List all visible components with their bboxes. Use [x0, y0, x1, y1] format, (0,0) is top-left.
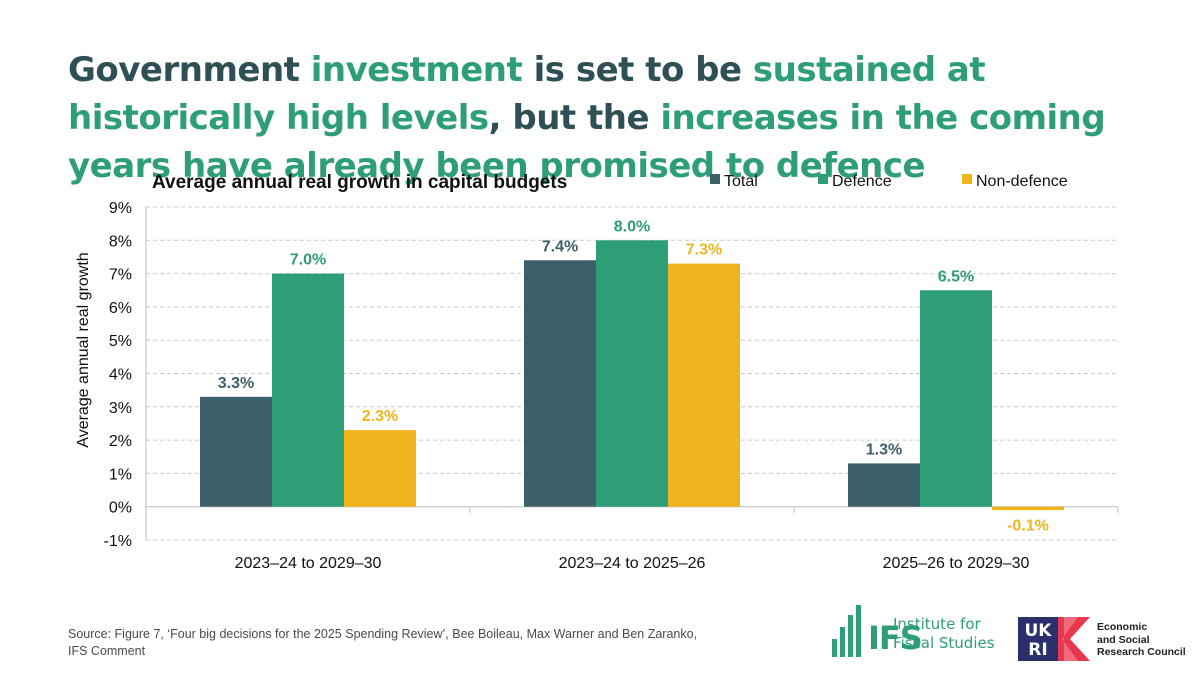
chart-title: Average annual real growth in capital bu…: [152, 172, 567, 193]
y-tick-label: 3%: [109, 400, 132, 417]
esrc-line-3: Research Council: [1097, 646, 1186, 658]
category-label: 2023–24 to 2025–26: [559, 555, 706, 572]
y-tick-label: 8%: [109, 233, 132, 250]
ukri-logo-icon: UK RI: [1018, 617, 1090, 661]
data-label: -0.1%: [1007, 518, 1049, 535]
data-label: 1.3%: [866, 441, 902, 458]
bar-defence: [920, 290, 992, 507]
headline-highlight-increases: increases in the coming years have alrea…: [68, 98, 1106, 186]
legend-label-total: Total: [724, 173, 758, 190]
esrc-line-1: Economic: [1097, 621, 1148, 633]
esrc-line-2: and Social: [1097, 633, 1150, 646]
headline-part-5: , but the: [488, 98, 661, 138]
headline-part-3: is set to be: [522, 50, 753, 90]
svg-text:UK: UK: [1025, 621, 1053, 641]
y-tick-label: 4%: [109, 367, 132, 384]
ifs-bars-icon: [832, 605, 868, 657]
category-label: 2023–24 to 2029–30: [235, 555, 382, 572]
y-axis-label: Average annual real growth: [75, 252, 92, 447]
headline-highlight-investment: investment: [310, 50, 523, 90]
legend-swatch-total: [710, 174, 720, 184]
bar-defence: [272, 273, 344, 507]
ifs-wordmark: IFS: [868, 619, 923, 657]
bar-total: [848, 463, 920, 507]
y-tick-label: 6%: [109, 300, 132, 317]
headline: Government investment is set to be susta…: [68, 46, 1178, 190]
legend-swatch-defence: [818, 174, 828, 184]
legend-label-non-defence: Non-defence: [976, 173, 1068, 190]
bar-non-defence: [668, 263, 740, 507]
y-tick-label: 2%: [109, 433, 132, 450]
ifs-name: Institute for Fiscal Studies: [893, 615, 995, 653]
svg-text:RI: RI: [1028, 640, 1047, 660]
data-label: 6.5%: [938, 268, 974, 285]
esrc-name: Economic and Social Research Council: [1097, 621, 1186, 659]
bar-non-defence: [992, 506, 1064, 511]
y-tick-label: 7%: [109, 267, 132, 284]
data-label: 8.0%: [614, 218, 650, 235]
y-tick-label: 0%: [109, 500, 132, 517]
ifs-name-line-1: Institute for: [893, 615, 981, 633]
legend-label-defence: Defence: [832, 173, 892, 190]
data-label: 7.4%: [542, 238, 578, 255]
legend-swatch-non-defence: [962, 174, 972, 184]
data-label: 7.0%: [290, 252, 326, 269]
bar-non-defence: [344, 430, 416, 507]
headline-part-1: Government: [68, 50, 311, 90]
bar-defence: [596, 240, 668, 507]
bar-total: [200, 396, 272, 507]
y-tick-label: 9%: [109, 200, 132, 217]
y-tick-label: -1%: [104, 533, 132, 550]
ifs-name-line-2: Fiscal Studies: [893, 634, 995, 652]
bar-total: [524, 260, 596, 507]
data-label: 2.3%: [362, 408, 398, 425]
data-label: 3.3%: [218, 375, 254, 392]
capital-budgets-chart: -1% 0% 1% 2% 3% 4% 5% 6% 7% 8% 9% 3.3% 7.0% 2.3% 2023–…: [75, 172, 1119, 572]
category-label: 2025–26 to 2029–30: [883, 555, 1030, 572]
headline-highlight-sustained: sustained at historically high levels: [68, 50, 986, 138]
y-tick-label: 5%: [109, 333, 132, 350]
ifs-logo: IFS: [832, 605, 1012, 661]
source-note: Source: Figure 7, ‘Four big decisions fo…: [68, 627, 698, 658]
y-tick-label: 1%: [109, 466, 132, 483]
data-label: 7.3%: [686, 242, 722, 259]
